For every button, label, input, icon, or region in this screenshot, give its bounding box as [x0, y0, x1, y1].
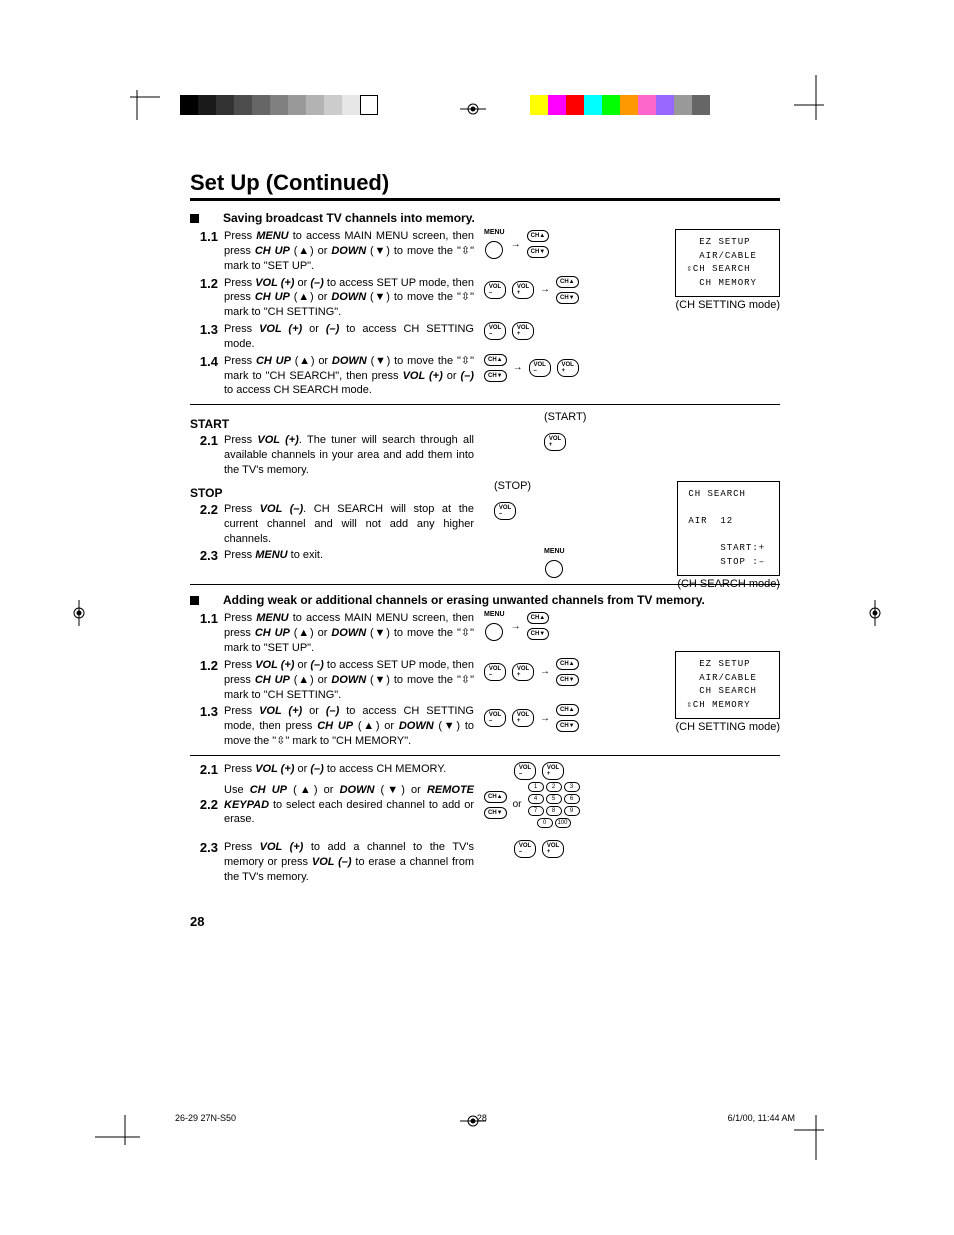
keypad-icon: 123 456 789 — [528, 782, 580, 816]
footer: 26-29 27N-S50 28 6/1/00, 11:44 AM — [175, 1113, 795, 1123]
stop-label: STOP — [190, 486, 474, 500]
step-row: 2.1 Press VOL (+). The tuner will search… — [190, 433, 780, 478]
cropmark-br — [794, 1115, 839, 1160]
start-label: START — [190, 417, 474, 431]
heading-saving: Saving broadcast TV channels into memory… — [190, 211, 780, 225]
step-row: 2.2 Use CH UP (▲) or DOWN (▼) or REMOTE … — [190, 782, 780, 828]
page-title: Set Up (Continued) — [190, 170, 389, 195]
cropmark-tr — [794, 75, 839, 120]
step-row: 2.1 Press VOL (+) or (–) to access CH ME… — [190, 762, 780, 780]
colorbar-grayscale — [180, 95, 378, 115]
heading-adding: Adding weak or additional channels or er… — [190, 593, 780, 607]
osd-box-2: CH SEARCH AIR 12 START:+ STOP :– (CH SEA… — [677, 481, 780, 590]
page-number: 28 — [190, 914, 780, 929]
cropmark-bl — [95, 1115, 140, 1160]
osd-box-3: EZ SETUP AIR/CABLE CH SEARCH ⇳CH MEMORY … — [675, 651, 780, 733]
cropmark-tl — [115, 75, 160, 120]
registration-mark-left — [70, 600, 88, 631]
colorbar-color — [530, 95, 710, 115]
step-row: 2.3 Press VOL (+) to add a channel to th… — [190, 840, 780, 885]
step-row: 1.1 Press MENU to access MAIN MENU scree… — [190, 611, 780, 656]
page-content: Set Up (Continued) Saving broadcast TV c… — [190, 170, 780, 929]
registration-mark-right — [866, 600, 884, 631]
step-row: 1.4 Press CH UP (▲) or DOWN (▼) to move … — [190, 354, 780, 399]
registration-mark-top — [460, 100, 486, 123]
osd-box-1: EZ SETUP AIR/CABLE ⇳CH SEARCH CH MEMORY … — [675, 229, 780, 311]
step-row: 1.3 Press VOL (+) or (–) to access CH SE… — [190, 322, 780, 352]
